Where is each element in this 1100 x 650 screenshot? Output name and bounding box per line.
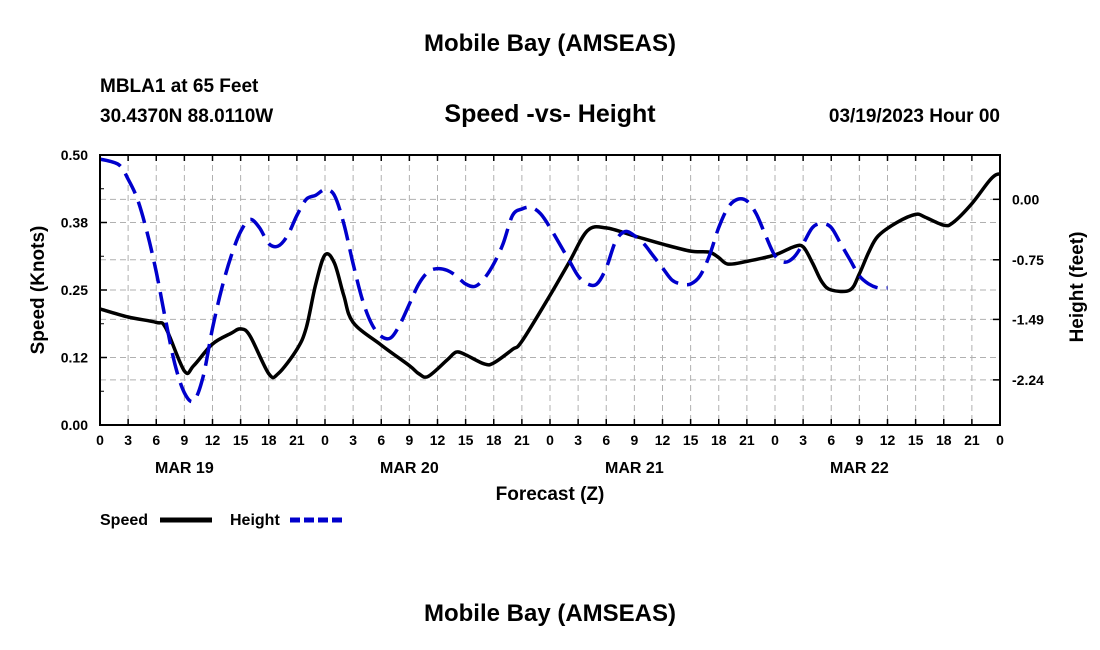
page-title-repeat: Mobile Bay (AMSEAS) [423,600,677,627]
x-tick-label: 21 [739,432,755,448]
x-tick-label: 9 [180,432,188,448]
x-tick-label: 6 [602,432,610,448]
x-tick-label: 12 [655,432,671,448]
legend-height-label: Height [230,512,280,529]
y2-tick-label: -2.24 [1012,372,1044,388]
y2-tick-label: -1.49 [1012,311,1044,327]
y-tick-label: 0.38 [61,215,88,231]
chart-title: Speed -vs- Height [444,100,656,128]
x-tick-label: 18 [711,432,727,448]
x-tick-label: 3 [799,432,807,448]
x-tick-label: 3 [574,432,582,448]
y2-axis-title: Height (feet) [1067,232,1088,343]
x-tick-label: 3 [349,432,357,448]
page-title: Mobile Bay (AMSEAS) [423,30,677,57]
series-line-speed [100,172,1000,380]
x-tick-label: 21 [289,432,305,448]
x-tick-label: 0 [771,432,779,448]
x-tick-label: 0 [996,432,1004,448]
x-tick-label: 6 [377,432,385,448]
legend-speed-label: Speed [100,512,148,529]
x-axis-title: Forecast (Z) [496,484,605,505]
x-tick-label: 9 [405,432,413,448]
x-tick-label: 18 [936,432,952,448]
x-tick-label: 12 [205,432,221,448]
day-label: MAR 19 [155,460,214,477]
y-tick-label: 0.50 [61,147,88,163]
day-label: MAR 20 [380,460,439,477]
y2-tick-label: -0.75 [1012,252,1044,268]
forecast-datetime: 03/19/2023 Hour 00 [828,106,1000,127]
legend: Speed Height [100,512,342,529]
station-coordinates: 30.4370N 88.0110W [100,106,274,127]
x-tick-label: 15 [233,432,249,448]
x-tick-label: 12 [430,432,446,448]
day-label: MAR 22 [830,460,889,477]
y-tick-label: 0.25 [61,282,88,298]
day-label: MAR 21 [605,460,664,477]
x-tick-label: 6 [152,432,160,448]
station-label: MBLA1 at 65 Feet [100,76,259,97]
x-tick-label: 12 [880,432,896,448]
x-tick-label: 0 [321,432,329,448]
y2-tick-label: 0.00 [1012,191,1039,207]
x-tick-label: 0 [546,432,554,448]
series-line-height [100,157,888,404]
y-tick-label: 0.00 [61,417,88,433]
tick-marks [99,154,1001,426]
x-tick-label: 18 [486,432,502,448]
tick-labels: 0 3 6 9 12 15 18 21 0 3 6 9 12 15 18 21 0 3 6 9 12 15 18 21 0 3 6 9… [61,147,1044,477]
y-axis-title: Speed (Knots) [28,226,49,355]
x-tick-label: 15 [683,432,699,448]
x-tick-label: 15 [458,432,474,448]
x-tick-label: 21 [964,432,980,448]
x-tick-label: 9 [630,432,638,448]
x-tick-label: 9 [855,432,863,448]
x-tick-label: 18 [261,432,277,448]
series-layer [100,157,1000,404]
grid-lines [100,155,1000,425]
x-tick-label: 15 [908,432,924,448]
y-tick-label: 0.12 [61,350,88,366]
x-tick-label: 6 [827,432,835,448]
x-tick-label: 0 [96,432,104,448]
x-tick-label: 3 [124,432,132,448]
x-tick-label: 21 [514,432,530,448]
